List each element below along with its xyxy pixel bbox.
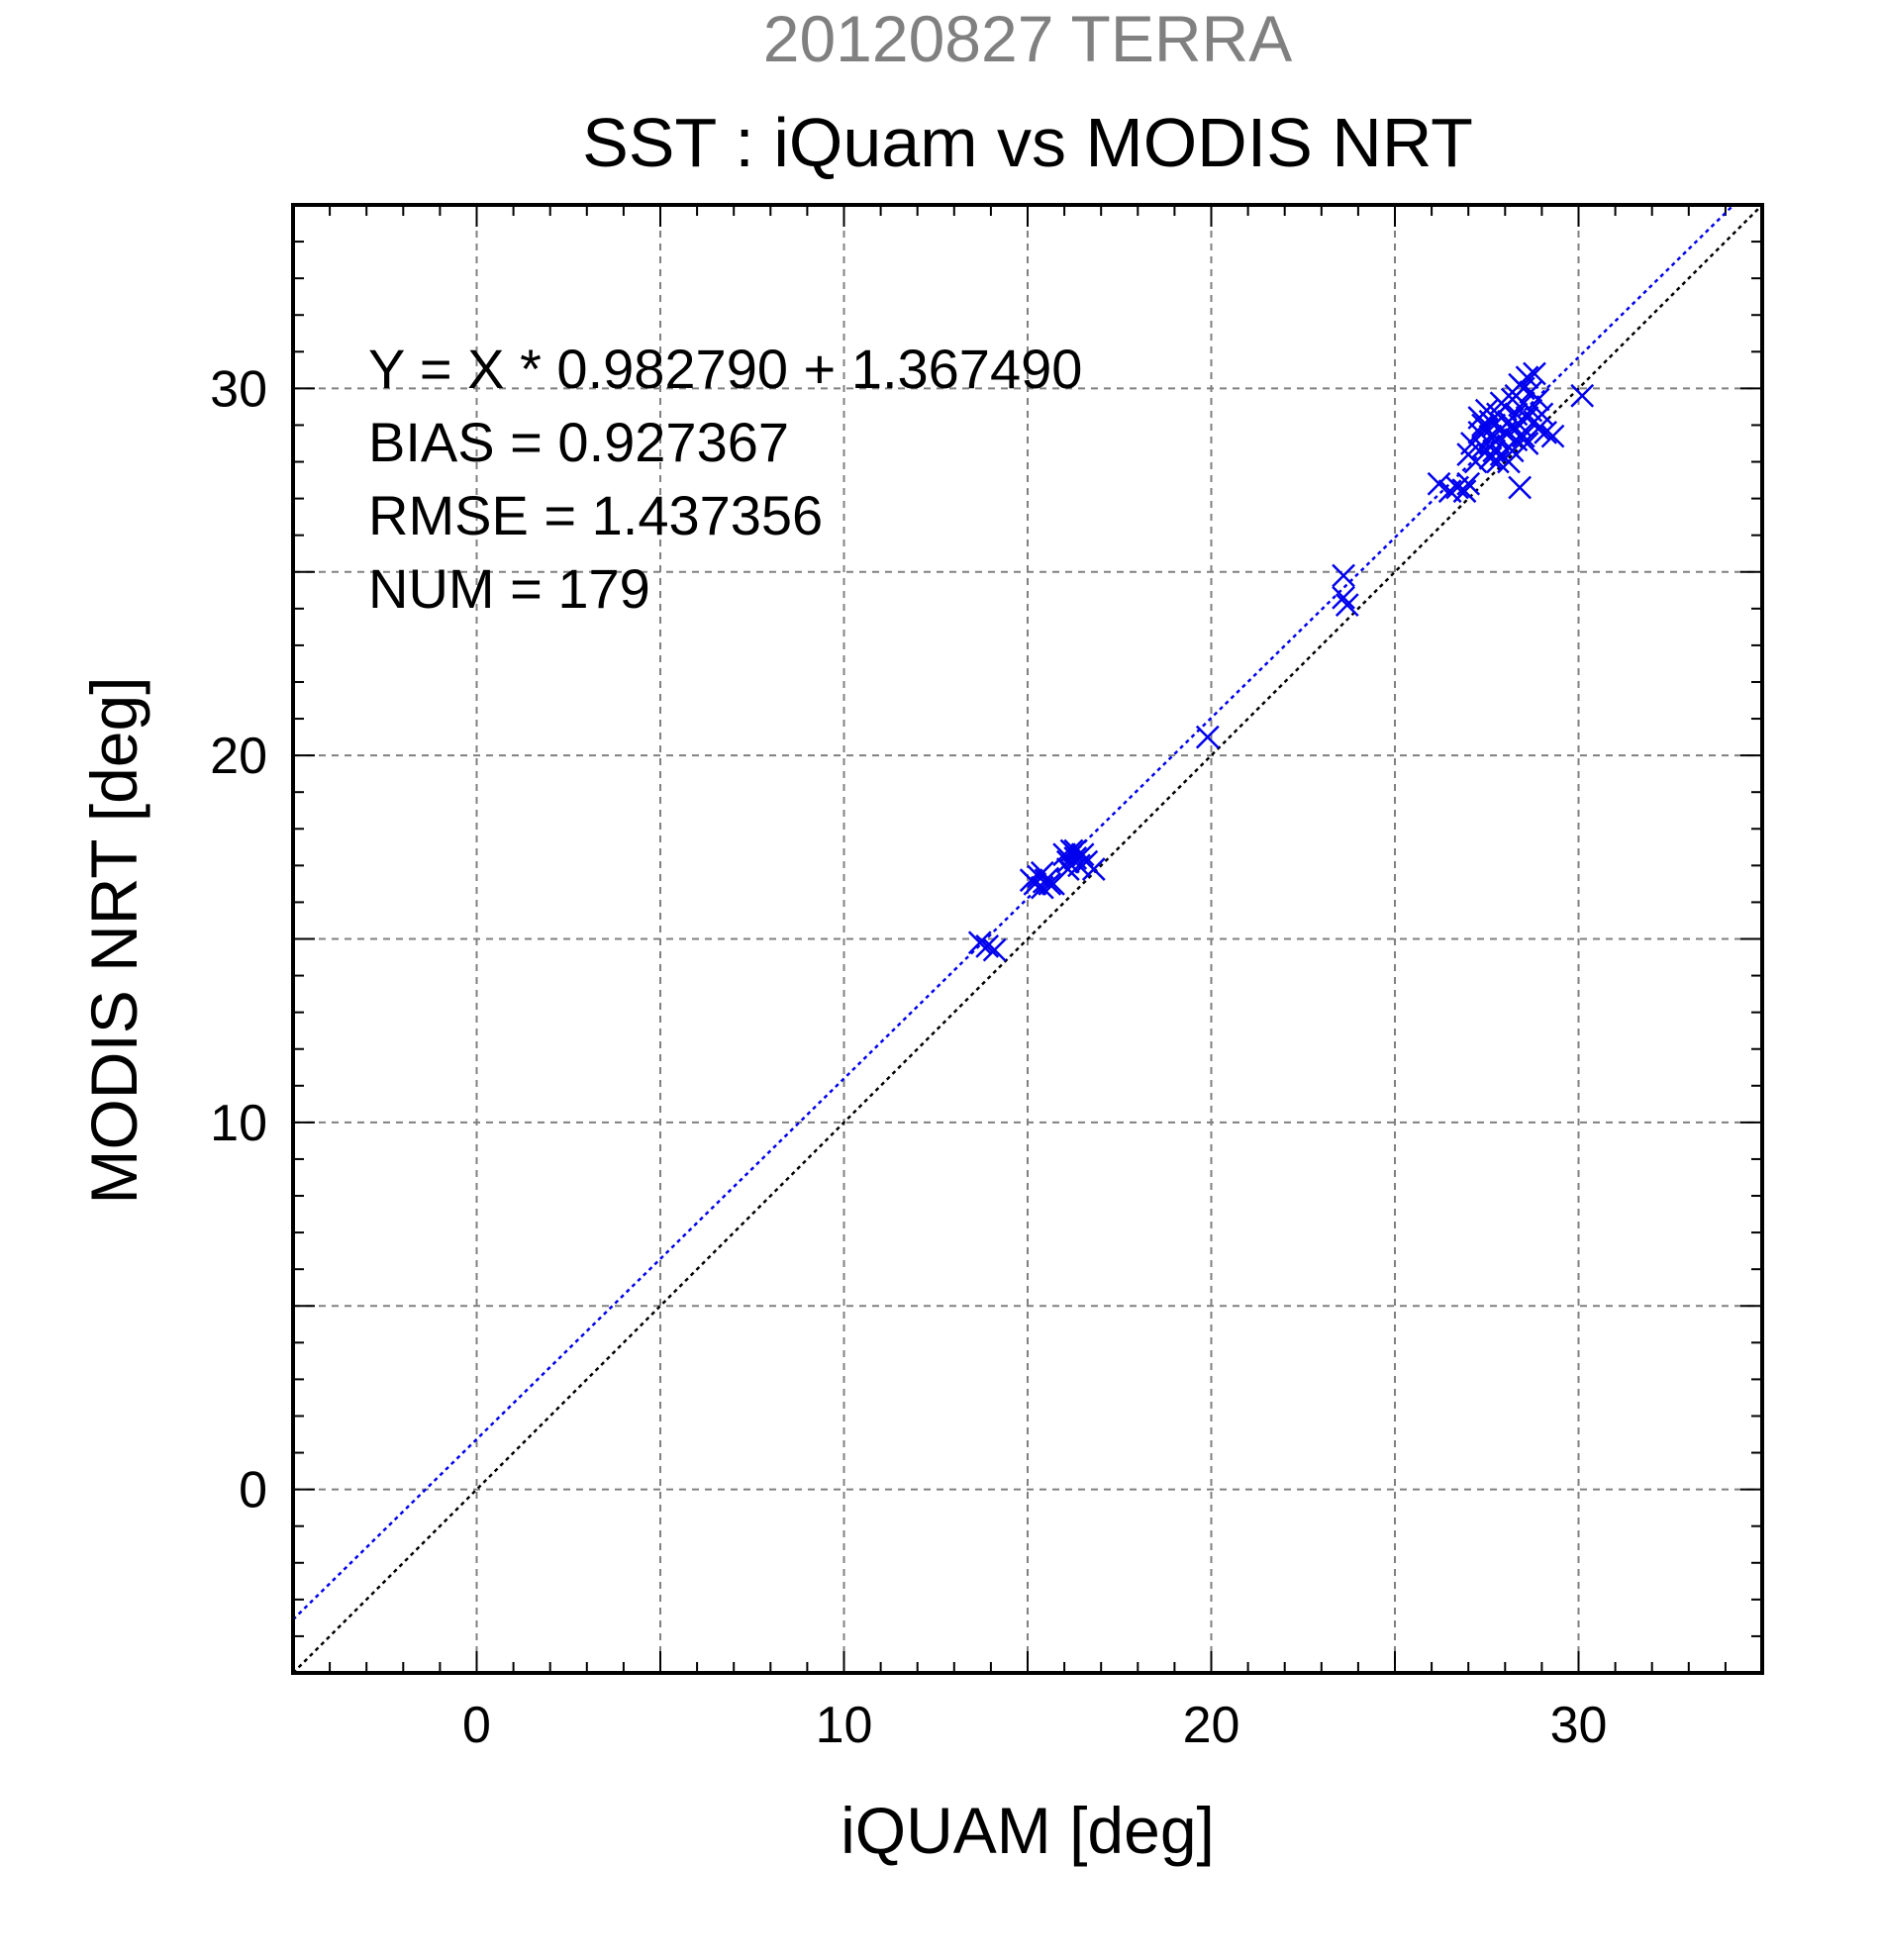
data-point-stroke bbox=[1038, 872, 1062, 896]
data-point bbox=[1500, 439, 1525, 463]
data-point-stroke bbox=[1504, 383, 1529, 408]
data-point-stroke bbox=[1500, 439, 1525, 463]
data-point-stroke bbox=[1452, 479, 1477, 504]
data-point-stroke bbox=[1332, 585, 1355, 610]
data-point-stroke bbox=[1195, 725, 1220, 749]
data-point bbox=[1332, 563, 1355, 588]
data-points bbox=[967, 361, 1595, 962]
data-point bbox=[1195, 725, 1220, 749]
data-point bbox=[1526, 387, 1550, 412]
data-point bbox=[1332, 585, 1355, 610]
y-tick-label: 10 bbox=[210, 1095, 267, 1152]
data-point bbox=[1452, 479, 1477, 504]
data-point-stroke bbox=[967, 931, 992, 955]
data-point-stroke bbox=[1530, 402, 1554, 427]
data-point-stroke bbox=[1526, 417, 1550, 441]
data-point bbox=[1534, 420, 1557, 444]
data-point-stroke bbox=[1427, 471, 1451, 496]
regression-fit-line bbox=[293, 205, 1735, 1621]
data-point bbox=[1471, 413, 1495, 438]
chart-title: SST : iQuam vs MODIS NRT bbox=[582, 104, 1473, 181]
data-point-stroke bbox=[1456, 471, 1481, 496]
data-point-stroke bbox=[1471, 435, 1495, 459]
data-point-stroke bbox=[975, 934, 1000, 958]
data-point-stroke bbox=[1478, 409, 1503, 434]
data-point-stroke bbox=[1063, 846, 1088, 870]
data-point-stroke bbox=[1534, 420, 1557, 444]
data-point-stroke bbox=[1332, 563, 1355, 588]
x-axis-label: iQUAM [deg] bbox=[841, 1794, 1215, 1867]
y-tick-label: 0 bbox=[239, 1462, 267, 1519]
data-point bbox=[982, 937, 1007, 962]
data-point bbox=[1038, 872, 1062, 896]
y-tick-label: 20 bbox=[210, 728, 267, 785]
data-point-stroke bbox=[1059, 838, 1084, 863]
data-point-stroke bbox=[1515, 432, 1539, 455]
data-point-stroke bbox=[1504, 402, 1529, 427]
x-tick-label: 30 bbox=[1550, 1697, 1608, 1754]
plot-frame bbox=[291, 203, 1764, 1675]
data-point-stroke bbox=[1489, 391, 1514, 416]
x-tick-labels: 0 10 20 30 bbox=[462, 1697, 1607, 1754]
data-point-stroke bbox=[1570, 383, 1595, 408]
y-tick-label: 30 bbox=[210, 360, 267, 418]
stats-bias: BIAS = 0.927367 bbox=[368, 411, 789, 473]
data-point bbox=[1504, 383, 1529, 408]
data-point-stroke bbox=[1485, 449, 1510, 474]
data-point bbox=[1508, 475, 1533, 500]
data-point bbox=[1523, 361, 1546, 386]
stats-annotation: Y = X * 0.982790 + 1.367490 BIAS = 0.927… bbox=[368, 338, 1082, 620]
identity-reference-line bbox=[293, 205, 1762, 1673]
stats-num: NUM = 179 bbox=[368, 557, 650, 620]
data-point-stroke bbox=[1526, 387, 1550, 412]
data-point-stroke bbox=[1063, 838, 1088, 863]
data-point bbox=[1463, 449, 1488, 474]
x-tick-label: 10 bbox=[816, 1697, 873, 1754]
data-point-stroke bbox=[1508, 475, 1533, 500]
data-point-stroke bbox=[1515, 406, 1539, 430]
data-point bbox=[975, 934, 1000, 958]
data-point-stroke bbox=[1519, 398, 1543, 423]
data-point-stroke bbox=[1030, 860, 1054, 885]
data-point bbox=[1456, 471, 1481, 496]
data-point bbox=[1511, 424, 1535, 448]
data-point bbox=[1081, 857, 1106, 881]
stats-rmse: RMSE = 1.437356 bbox=[368, 484, 823, 546]
y-tick-labels: 0 10 20 30 bbox=[210, 360, 267, 1519]
data-point-stroke bbox=[1511, 424, 1535, 448]
data-point bbox=[1335, 593, 1359, 618]
data-point bbox=[1478, 409, 1503, 434]
x-tick-label: 0 bbox=[462, 1697, 491, 1754]
data-point-stroke bbox=[1081, 857, 1106, 881]
data-point-stroke bbox=[1474, 398, 1499, 423]
stats-equation: Y = X * 0.982790 + 1.367490 bbox=[368, 338, 1082, 400]
data-point-stroke bbox=[1055, 857, 1080, 881]
data-point-stroke bbox=[1523, 361, 1546, 386]
data-point-stroke bbox=[1471, 413, 1495, 438]
data-point bbox=[1427, 471, 1451, 496]
data-point-stroke bbox=[1335, 593, 1359, 618]
data-point-stroke bbox=[1500, 417, 1525, 441]
data-point-stroke bbox=[1463, 449, 1488, 474]
data-point-stroke bbox=[1540, 424, 1565, 448]
chart-supertitle: 20120827 TERRA bbox=[763, 2, 1292, 75]
data-point bbox=[1063, 838, 1088, 863]
data-point-stroke bbox=[982, 937, 1007, 962]
data-point bbox=[1489, 391, 1514, 416]
data-point bbox=[1540, 424, 1565, 448]
data-point bbox=[1526, 417, 1550, 441]
data-point bbox=[1570, 383, 1595, 408]
data-point bbox=[1515, 432, 1539, 455]
data-point bbox=[1485, 449, 1510, 474]
data-point bbox=[1530, 402, 1554, 427]
data-point bbox=[967, 931, 992, 955]
data-point bbox=[1055, 857, 1080, 881]
y-axis-label: MODIS NRT [deg] bbox=[77, 676, 150, 1204]
x-tick-label: 20 bbox=[1183, 1697, 1240, 1754]
